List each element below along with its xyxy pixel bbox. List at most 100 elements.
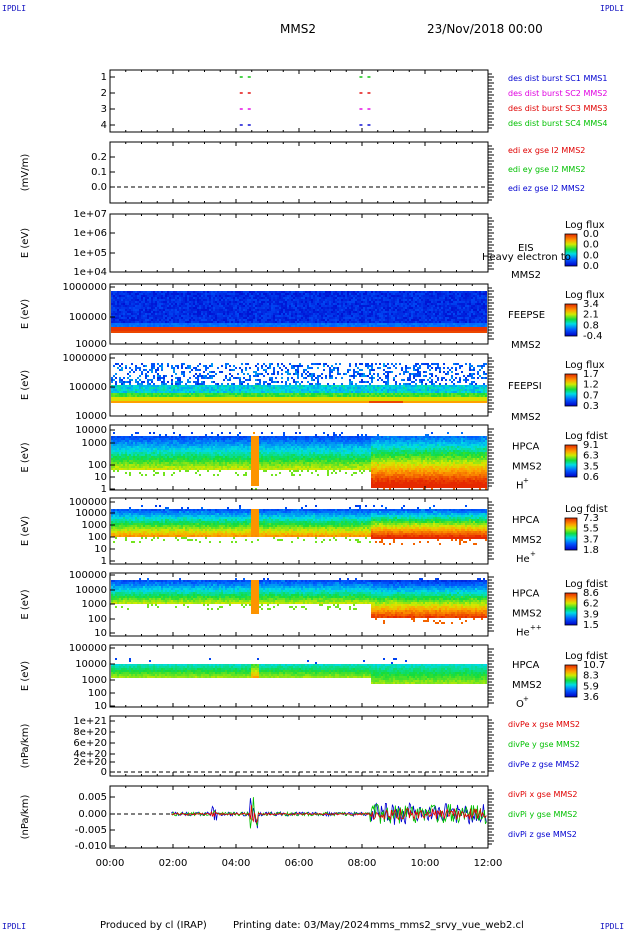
feepse-pixel bbox=[429, 327, 431, 329]
feepse-pixel bbox=[391, 327, 393, 329]
feepse-pixel bbox=[333, 291, 335, 293]
feepsi-pixel bbox=[193, 395, 195, 397]
feepse-pixel bbox=[335, 315, 337, 317]
feepse-pixel bbox=[433, 291, 435, 293]
feepse-pixel bbox=[279, 313, 281, 315]
feepse-pixel bbox=[199, 303, 201, 305]
feepse-pixel bbox=[225, 303, 227, 305]
feepse-pixel bbox=[475, 319, 477, 321]
feepse-pixel bbox=[335, 291, 337, 293]
feepse-pixel bbox=[303, 321, 305, 323]
feepse-pixel bbox=[333, 307, 335, 309]
feepse-pixel bbox=[275, 297, 277, 299]
feepse-ytick-label: 1000000 bbox=[62, 282, 107, 293]
feepse-pixel bbox=[119, 307, 121, 309]
feepse-pixel bbox=[119, 293, 121, 295]
feepsi-pixel bbox=[125, 367, 127, 369]
feepse-pixel bbox=[243, 319, 245, 321]
feepse-pixel bbox=[207, 295, 209, 297]
feepse-pixel bbox=[455, 297, 457, 299]
feepse-pixel bbox=[235, 315, 237, 317]
feepse-pixel bbox=[479, 301, 481, 303]
feepse-pixel bbox=[347, 301, 349, 303]
feepse-pixel bbox=[435, 307, 437, 309]
feepse-pixel bbox=[317, 323, 319, 325]
feepse-pixel bbox=[473, 301, 475, 303]
feepse-pixel bbox=[305, 331, 307, 333]
feepse-pixel bbox=[209, 303, 211, 305]
feepse-pixel bbox=[175, 301, 177, 303]
feepse-pixel bbox=[247, 331, 249, 333]
feepse-pixel bbox=[483, 303, 485, 305]
feepse-pixel bbox=[375, 315, 377, 317]
feepse-pixel bbox=[311, 327, 313, 329]
feepse-pixel bbox=[327, 331, 329, 333]
feepse-pixel bbox=[127, 299, 129, 301]
feepse-pixel bbox=[399, 311, 401, 313]
feepse-pixel bbox=[213, 309, 215, 311]
feepse-pixel bbox=[429, 309, 431, 311]
feepse-pixel bbox=[131, 325, 133, 327]
feepse-pixel bbox=[291, 293, 293, 295]
feepse-pixel bbox=[435, 293, 437, 295]
feepsi-pixel bbox=[133, 389, 135, 391]
feepse-pixel bbox=[473, 321, 475, 323]
feepse-pixel bbox=[163, 297, 165, 299]
feepse-pixel bbox=[197, 293, 199, 295]
feepse-pixel bbox=[289, 325, 291, 327]
feepse-pixel bbox=[183, 305, 185, 307]
feepse-pixel bbox=[153, 321, 155, 323]
feepse-pixel bbox=[217, 325, 219, 327]
feepse-pixel bbox=[313, 315, 315, 317]
feepse-pixel bbox=[133, 295, 135, 297]
feepse-pixel bbox=[161, 295, 163, 297]
feepse-pixel bbox=[247, 319, 249, 321]
feepse-pixel bbox=[325, 329, 327, 331]
feepse-pixel bbox=[389, 329, 391, 331]
feepsi-pixel bbox=[117, 399, 119, 401]
feepse-pixel bbox=[205, 329, 207, 331]
feepse-pixel bbox=[227, 311, 229, 313]
feepse-pixel bbox=[235, 327, 237, 329]
feepse-pixel bbox=[301, 301, 303, 303]
feepse-pixel bbox=[305, 301, 307, 303]
feepse-pixel bbox=[249, 321, 251, 323]
feepse-pixel bbox=[243, 323, 245, 325]
feepse-pixel bbox=[173, 315, 175, 317]
feepsi-pixel bbox=[181, 387, 183, 389]
feepse-pixel bbox=[469, 299, 471, 301]
feepse-pixel bbox=[361, 311, 363, 313]
feepsi-pixel bbox=[149, 383, 151, 385]
feepsi-pixel bbox=[183, 399, 185, 401]
feepse-pixel bbox=[203, 295, 205, 297]
feepse-pixel bbox=[257, 299, 259, 301]
feepse-pixel bbox=[115, 291, 117, 293]
feepse-pixel bbox=[333, 315, 335, 317]
feepsi-pixel bbox=[207, 387, 209, 389]
feepse-pixel bbox=[377, 327, 379, 329]
feepse-pixel bbox=[325, 297, 327, 299]
feepsi-pixel bbox=[213, 395, 215, 397]
feepse-pixel bbox=[321, 321, 323, 323]
feepsi-pixel bbox=[143, 365, 145, 367]
feepse-pixel bbox=[345, 305, 347, 307]
feepse-pixel bbox=[161, 315, 163, 317]
feepse-pixel bbox=[393, 303, 395, 305]
feepse-pixel bbox=[175, 317, 177, 319]
feepse-pixel bbox=[137, 297, 139, 299]
feepse-pixel bbox=[323, 317, 325, 319]
feepse-pixel bbox=[227, 299, 229, 301]
feepse-pixel bbox=[247, 297, 249, 299]
feepse-pixel bbox=[255, 309, 257, 311]
feepse-pixel bbox=[405, 319, 407, 321]
feepse-pixel bbox=[445, 327, 447, 329]
feepse-pixel bbox=[227, 297, 229, 299]
feepse-pixel bbox=[281, 311, 283, 313]
feepse-pixel bbox=[233, 299, 235, 301]
feepsi-pixel bbox=[185, 399, 187, 401]
feepsi-pixel bbox=[167, 401, 169, 403]
feepsi-pixel bbox=[151, 391, 153, 393]
feepsi-pixel bbox=[193, 397, 195, 399]
feepse-pixel bbox=[155, 291, 157, 293]
feepse-pixel bbox=[205, 327, 207, 329]
